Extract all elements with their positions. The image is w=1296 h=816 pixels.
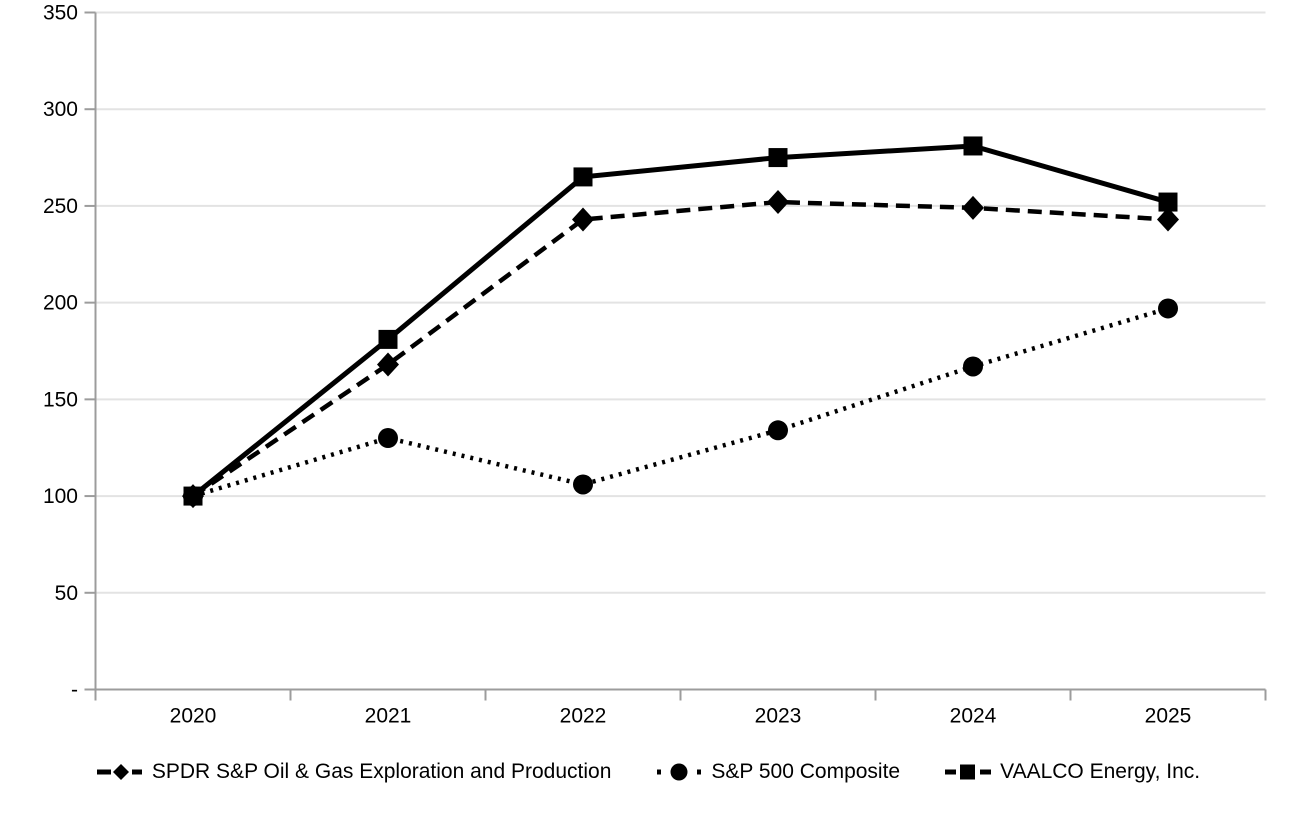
x-tick-label: 2025 bbox=[1145, 705, 1192, 728]
square-marker bbox=[378, 329, 398, 349]
x-tick-label: 2021 bbox=[365, 705, 412, 728]
diamond-marker bbox=[962, 195, 984, 220]
legend-label-vaalco: VAALCO Energy, Inc. bbox=[1000, 760, 1201, 783]
square-marker bbox=[573, 167, 593, 187]
circle-marker bbox=[378, 428, 398, 449]
square-marker bbox=[768, 148, 788, 168]
legend-item-sp500: S&P 500 Composite bbox=[655, 760, 900, 784]
diamond-marker bbox=[767, 190, 789, 215]
series-line-square bbox=[191, 143, 1169, 499]
circle-marker bbox=[768, 420, 788, 441]
y-tick-label: 350 bbox=[43, 2, 78, 25]
circle-marker bbox=[573, 474, 593, 495]
legend-label-spdr: SPDR S&P Oil & Gas Exploration and Produ… bbox=[151, 760, 612, 783]
y-tick-label: 100 bbox=[43, 485, 78, 508]
circle-marker bbox=[963, 356, 983, 377]
series-line-circle bbox=[192, 306, 1169, 499]
y-tick-label: - bbox=[71, 679, 78, 702]
square-marker bbox=[183, 486, 203, 506]
chart-legend: SPDR S&P Oil & Gas Exploration and Produ… bbox=[0, 760, 1296, 784]
legend-item-vaalco: VAALCO Energy, Inc. bbox=[944, 760, 1200, 784]
x-tick-label: 2023 bbox=[755, 705, 802, 728]
square-marker bbox=[963, 136, 983, 156]
diamond-marker bbox=[1157, 207, 1179, 232]
circle-marker bbox=[1158, 298, 1178, 319]
y-tick-label: 250 bbox=[43, 195, 78, 218]
square-dashed-line-icon bbox=[945, 764, 992, 780]
diamond-dashed-line-icon bbox=[96, 764, 142, 780]
legend-item-spdr: SPDR S&P Oil & Gas Exploration and Produ… bbox=[96, 760, 612, 784]
diamond-marker bbox=[377, 352, 399, 377]
x-tick-label: 2024 bbox=[950, 705, 997, 728]
x-tick-label: 2022 bbox=[560, 705, 607, 728]
y-tick-label: 300 bbox=[43, 98, 78, 121]
series-line-diamond bbox=[191, 199, 1169, 498]
legend-label-sp500: S&P 500 Composite bbox=[711, 760, 901, 783]
plot-area: - 50 100 150 200 250 300 350 2020 2021 2022 2023 202… bbox=[43, 2, 1267, 728]
y-tick-label: 200 bbox=[43, 292, 78, 315]
diamond-marker bbox=[572, 207, 594, 232]
y-tick-label: 150 bbox=[43, 388, 78, 411]
y-tick-label: 50 bbox=[55, 582, 78, 605]
square-marker bbox=[1158, 192, 1178, 212]
circle-dotted-line-icon bbox=[657, 763, 702, 781]
x-tick-label: 2020 bbox=[170, 705, 217, 728]
